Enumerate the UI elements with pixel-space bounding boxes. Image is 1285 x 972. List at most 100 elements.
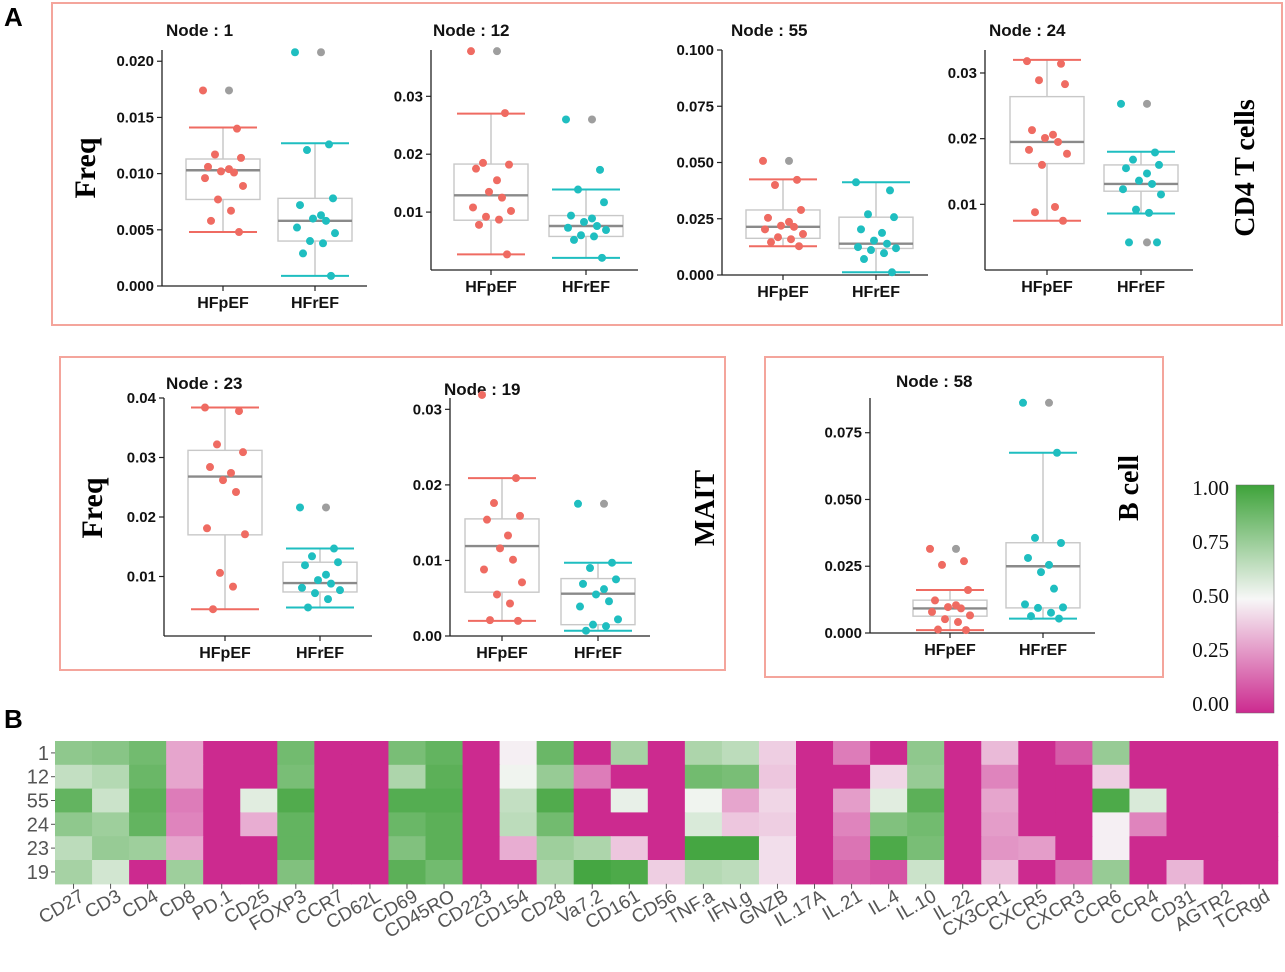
heatmap-cell [499, 812, 538, 837]
heatmap-cell [647, 812, 686, 837]
data-point [475, 220, 483, 229]
heatmap-cell [1203, 764, 1242, 790]
heatmap-cell [536, 764, 575, 790]
data-point [514, 616, 522, 625]
heatmap-cell [573, 860, 612, 885]
y-tick-label: 0.03 [948, 65, 977, 82]
data-point [209, 605, 217, 614]
heatmap-cell [1240, 764, 1279, 790]
x-tick-label: HFpEF [197, 295, 249, 312]
y-tick-label: 0.005 [116, 222, 154, 239]
heatmap-cell [388, 764, 427, 790]
data-point [1055, 614, 1063, 623]
data-point [580, 217, 588, 226]
data-point [227, 468, 235, 477]
data-point [797, 205, 805, 214]
x-tick-label: HFpEF [465, 279, 517, 296]
y-tick-label: 0.00 [413, 628, 442, 645]
data-point [931, 596, 939, 605]
heatmap-cell [1018, 812, 1056, 837]
mait-group-label: MAIT [690, 470, 721, 547]
heatmap-row-label: 55 [27, 791, 49, 813]
heatmap-cell [240, 860, 278, 885]
data-point [592, 590, 600, 599]
y-tick-label: 0.050 [676, 155, 714, 172]
heatmap-cell [55, 788, 93, 813]
data-point [293, 223, 301, 232]
heatmap-cell [647, 860, 686, 885]
heatmap-cell [721, 741, 760, 766]
heatmap-cell [684, 741, 723, 766]
heatmap-cell [684, 812, 723, 837]
data-point [304, 603, 312, 612]
heatmap-cell [944, 741, 982, 766]
y-tick-label: 0.020 [116, 53, 154, 70]
y-tick-label: 0.100 [676, 42, 714, 59]
heatmap-cell [277, 812, 315, 837]
heatmap-cell [796, 764, 834, 790]
data-point [562, 115, 570, 124]
y-tick-label: 0.015 [116, 109, 154, 126]
heatmap-row-label: 1 [38, 743, 49, 765]
data-point [593, 222, 601, 230]
data-point [890, 213, 898, 222]
heatmap-cell [129, 741, 167, 766]
heatmap-cell [425, 812, 464, 837]
boxplot-1: Node : 1 0.000 0.005 0.010 0.015 0.020 HFpEF HF… [116, 21, 367, 312]
data-point [334, 558, 342, 567]
box [187, 449, 263, 536]
data-point [852, 178, 860, 187]
heatmap-cell [870, 741, 908, 766]
boxplot-title: Node : 58 [896, 372, 973, 391]
heatmap-cell [240, 788, 278, 813]
heatmap-cell [314, 788, 352, 813]
boxplot-title: Node : 23 [166, 374, 243, 393]
x-tick-label: HFpEF [1021, 279, 1073, 296]
colorbar-tick-label: 0.25 [1192, 638, 1229, 662]
data-point [864, 210, 872, 219]
data-point [1145, 208, 1153, 217]
heatmap-cell [1203, 860, 1242, 885]
boxplot-2: Node : 12 0.01 0.02 0.03 HFpEF HFrEF [394, 21, 638, 296]
y-tick-label: 0.01 [394, 204, 423, 221]
outlier-point [225, 86, 233, 95]
heatmap-cell [907, 836, 945, 861]
heatmap-cell [314, 764, 352, 790]
data-point [892, 244, 900, 253]
y-tick-label: 0.03 [127, 450, 156, 467]
outlier-point [1143, 238, 1151, 247]
heatmap-cell [1203, 741, 1242, 766]
y-tick-label: 0.03 [394, 88, 423, 105]
heatmap-cell [92, 812, 130, 837]
heatmap-cell [166, 812, 204, 837]
heatmap-cell [536, 812, 575, 837]
outlier-point [952, 544, 960, 553]
x-tick-label: HFrEF [852, 284, 900, 301]
heatmap-row-label: 23 [27, 838, 49, 860]
data-point [1129, 155, 1137, 164]
data-point [867, 246, 875, 255]
data-point [296, 503, 304, 512]
box [560, 577, 636, 626]
data-point [883, 239, 891, 248]
data-point [229, 582, 237, 591]
x-tick-label: HFpEF [924, 642, 976, 659]
heatmap-cell [277, 788, 315, 813]
heatmap-cell [1166, 764, 1205, 790]
data-point [1063, 149, 1071, 158]
heatmap-cell [870, 788, 908, 813]
y-tick-label: 0.050 [824, 491, 862, 508]
data-point [329, 194, 337, 203]
heatmap-cell [758, 741, 797, 766]
data-point [207, 216, 215, 225]
data-point [1157, 190, 1165, 199]
data-point [1054, 137, 1062, 146]
data-point [322, 570, 330, 579]
heatmap-cell [721, 812, 760, 837]
boxplot-title: Node : 19 [444, 380, 521, 399]
heatmap-cell [981, 764, 1019, 790]
heatmap-cell [870, 764, 908, 790]
heatmap-cell [758, 860, 797, 885]
heatmap-cell [721, 860, 760, 885]
data-point [504, 531, 512, 540]
